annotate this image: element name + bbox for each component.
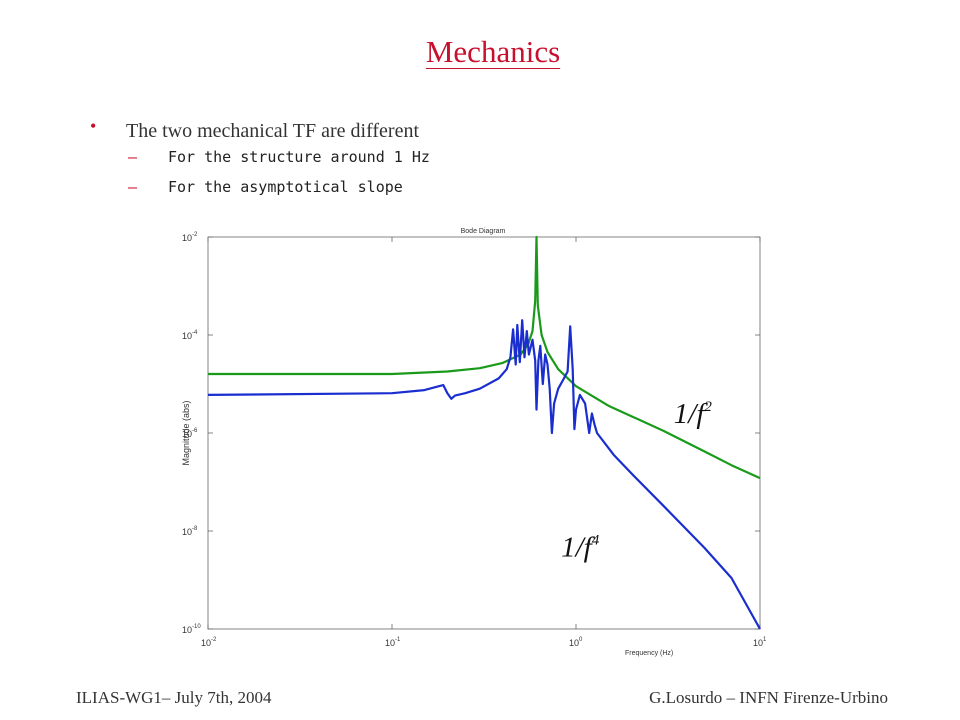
y-tick-label: 10-4 xyxy=(182,330,198,341)
chart-title: Bode Diagram xyxy=(461,228,506,235)
x-ticks: 10-2 10-1 100 101 xyxy=(201,237,767,648)
annotations: 1/f2 1/f4 xyxy=(561,398,712,564)
x-tick-label: 10-1 xyxy=(385,637,401,648)
subbullet-text: For the structure around 1 Hz xyxy=(168,148,430,166)
plot-frame xyxy=(207,236,761,630)
slope-annotation: 1/f4 xyxy=(561,532,600,564)
footer-left: ILIAS-WG1– July 7th, 2004 xyxy=(76,688,272,707)
bullet-icon: • xyxy=(90,116,97,136)
subbullet-text: For the asymptotical slope xyxy=(168,178,403,196)
footer-right: G.Losurdo – INFN Firenze-Urbino xyxy=(649,688,888,707)
y-tick-label: 10-2 xyxy=(182,232,198,243)
slope-annotation: 1/f2 xyxy=(674,398,713,430)
series-lines xyxy=(207,235,761,630)
x-axis-label: Frequency (Hz) xyxy=(625,650,673,657)
dash-icon: – xyxy=(128,148,138,166)
slide-title: Mechanics xyxy=(425,34,561,69)
y-tick-label: 10-6 xyxy=(182,428,198,439)
x-tick-label: 100 xyxy=(569,637,583,648)
y-tick-label: 10-8 xyxy=(182,526,198,537)
dash-icon: – xyxy=(128,178,138,196)
series-line xyxy=(207,319,761,630)
x-tick-label: 101 xyxy=(753,637,767,648)
x-tick-label: 10-2 xyxy=(201,637,217,648)
bode-chart: Bode Diagram 10-10 10-8 10-6 10-4 10-2 10-2 1… xyxy=(160,220,780,665)
y-ticks: 10-10 10-8 10-6 10-4 10-2 xyxy=(182,232,760,635)
series-line xyxy=(208,235,761,480)
bullet-text: The two mechanical TF are different xyxy=(126,120,420,142)
y-axis-label: Magnitude (abs) xyxy=(181,400,191,465)
y-tick-label: 10-10 xyxy=(182,624,201,635)
